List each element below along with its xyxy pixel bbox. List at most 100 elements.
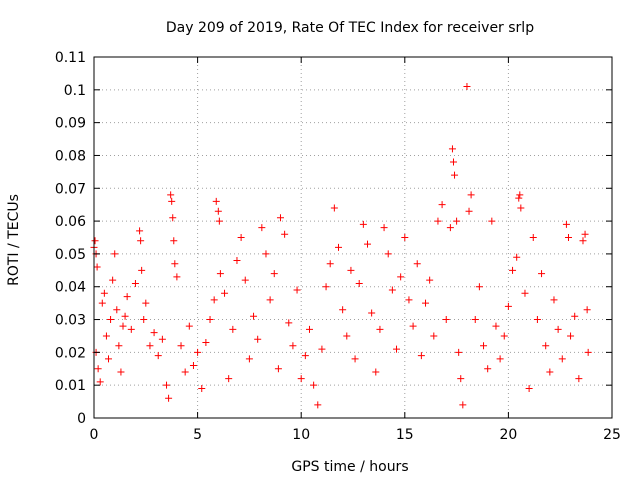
data-point: [326, 260, 334, 268]
data-point: [293, 286, 301, 294]
data-point: [517, 204, 525, 212]
y-tick-label: 0.11: [55, 50, 86, 66]
data-point: [442, 316, 450, 324]
data-point: [515, 194, 523, 202]
data-point: [93, 263, 101, 271]
data-point: [131, 279, 139, 287]
data-point: [245, 355, 253, 363]
data-point: [330, 204, 338, 212]
data-point: [285, 319, 293, 327]
data-point: [397, 273, 405, 281]
data-point: [173, 273, 181, 281]
y-tick-label: 0.04: [55, 280, 86, 296]
data-point: [310, 381, 318, 389]
data-point: [185, 322, 193, 330]
data-point: [167, 191, 175, 199]
data-point: [467, 191, 475, 199]
data-point: [546, 368, 554, 376]
data-point: [250, 312, 258, 320]
data-point: [117, 368, 125, 376]
data-point: [154, 352, 162, 360]
data-point: [525, 384, 533, 392]
data-point: [177, 342, 185, 350]
data-point: [258, 224, 266, 232]
data-point: [297, 375, 305, 383]
data-point: [96, 378, 104, 386]
data-point: [571, 312, 579, 320]
data-point: [465, 207, 473, 215]
data-point: [426, 276, 434, 284]
data-point: [448, 145, 456, 153]
data-point: [538, 270, 546, 278]
data-point: [579, 237, 587, 245]
data-point: [475, 283, 483, 291]
data-point: [138, 266, 146, 274]
data-point: [210, 296, 218, 304]
x-tick-label: 10: [292, 427, 310, 443]
data-point: [372, 368, 380, 376]
data-point: [413, 260, 421, 268]
data-point: [562, 220, 570, 228]
data-point: [113, 306, 121, 314]
data-point: [212, 197, 220, 205]
data-point: [451, 171, 459, 179]
data-point: [446, 224, 454, 232]
x-tick-label: 15: [396, 427, 414, 443]
data-point: [564, 234, 572, 241]
data-point: [198, 384, 206, 392]
data-point: [163, 381, 171, 389]
data-point: [504, 302, 512, 310]
data-point: [567, 332, 575, 340]
data-point: [158, 335, 166, 343]
data-point: [359, 220, 367, 228]
x-tick-label: 20: [499, 427, 517, 443]
x-tick-label: 5: [193, 427, 202, 443]
data-point: [102, 332, 110, 340]
y-tick-label: 0.01: [55, 378, 86, 394]
data-point: [533, 316, 541, 324]
data-point: [140, 316, 148, 324]
data-point: [115, 342, 123, 350]
x-tick-label: 0: [90, 427, 99, 443]
axis-ticks: 0 0.01 0.02 0.03 0.04 0.05 0.06 0.07 0.08 0.09 0.1…: [55, 50, 621, 443]
data-point: [513, 253, 521, 261]
y-tick-label: 0.08: [55, 148, 86, 164]
data-point: [107, 316, 115, 324]
data-point: [229, 325, 237, 333]
data-point: [206, 316, 214, 324]
data-point: [168, 197, 176, 205]
data-point: [266, 296, 274, 304]
data-point: [463, 83, 471, 91]
data-point: [91, 237, 99, 245]
y-tick-label: 0.06: [55, 214, 86, 230]
data-point: [343, 332, 351, 340]
data-point: [438, 201, 446, 209]
data-point: [216, 270, 224, 278]
data-point: [100, 289, 108, 297]
data-point: [434, 217, 442, 225]
data-point: [558, 355, 566, 363]
data-point: [94, 365, 102, 373]
data-point: [380, 224, 388, 232]
data-point: [393, 345, 401, 353]
data-point: [237, 234, 245, 241]
data-point: [289, 342, 297, 350]
data-point: [225, 375, 233, 383]
data-point: [194, 348, 202, 356]
data-point: [169, 214, 177, 222]
data-point: [221, 289, 229, 297]
data-point: [165, 394, 173, 402]
data-point: [254, 335, 262, 343]
data-point: [146, 342, 154, 350]
data-point: [581, 230, 589, 238]
data-point: [137, 237, 145, 245]
data-point: [98, 299, 106, 307]
data-point: [355, 279, 363, 287]
y-tick-label: 0.1: [64, 83, 86, 99]
x-axis-title: GPS time / hours: [291, 459, 408, 475]
data-point: [334, 243, 342, 251]
y-tick-label: 0.02: [55, 345, 86, 361]
data-point: [542, 342, 550, 350]
data-point: [488, 217, 496, 225]
